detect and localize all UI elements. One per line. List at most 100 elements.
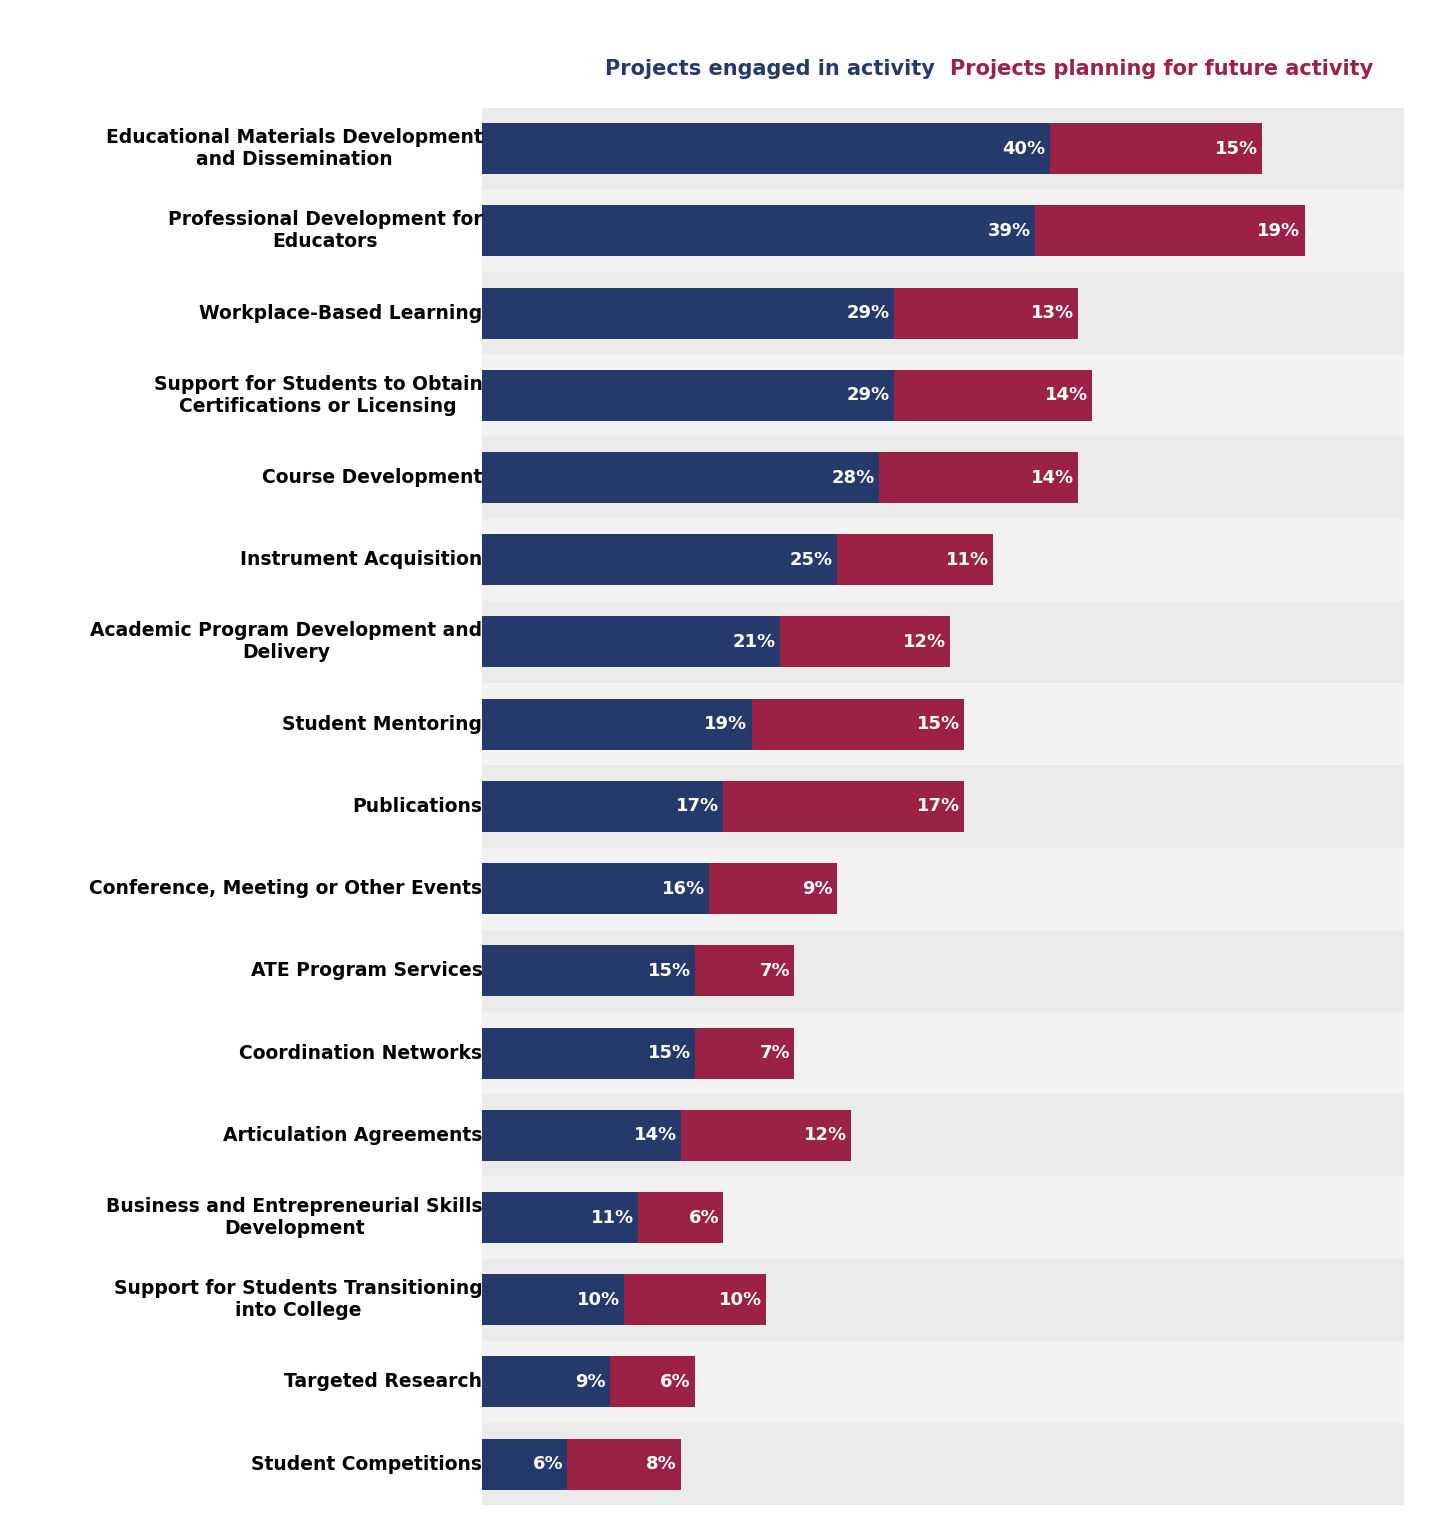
Text: 12%: 12% (903, 633, 946, 651)
Bar (894, 287, 1079, 338)
Text: Support for Students Transitioning
into College: Support for Students Transitioning into … (114, 1279, 482, 1321)
Bar (482, 272, 1404, 355)
Bar (482, 452, 880, 502)
Bar (482, 699, 752, 750)
Text: Projects planning for future activity: Projects planning for future activity (950, 58, 1374, 80)
Bar (880, 452, 1079, 502)
Bar (482, 848, 1404, 929)
Text: 11%: 11% (946, 551, 989, 568)
Bar (482, 1258, 1404, 1341)
Bar (482, 1439, 567, 1490)
Bar (710, 863, 837, 914)
Text: 11%: 11% (590, 1209, 634, 1227)
Text: 7%: 7% (759, 962, 791, 980)
Bar (482, 863, 710, 914)
Text: 17%: 17% (675, 797, 719, 816)
Bar (482, 1422, 1404, 1505)
Bar (482, 1356, 611, 1407)
Bar (482, 1177, 1404, 1258)
Bar (611, 1356, 696, 1407)
Text: 14%: 14% (634, 1126, 677, 1144)
Text: Student Mentoring: Student Mentoring (282, 714, 482, 734)
Text: 8%: 8% (647, 1455, 677, 1473)
Text: Instrument Acquisition: Instrument Acquisition (240, 550, 482, 570)
Bar (482, 1012, 1404, 1094)
Text: 15%: 15% (1215, 140, 1259, 158)
Bar (894, 370, 1092, 421)
Text: 16%: 16% (662, 880, 706, 897)
Text: Support for Students to Obtain
Certifications or Licensing: Support for Students to Obtain Certifica… (154, 375, 482, 416)
Bar (1050, 123, 1263, 174)
Text: Projects engaged in activity: Projects engaged in activity (605, 58, 935, 80)
Text: 6%: 6% (533, 1455, 563, 1473)
Bar (837, 535, 992, 585)
Text: 28%: 28% (832, 468, 876, 487)
Text: 10%: 10% (577, 1290, 621, 1309)
Bar (638, 1192, 723, 1243)
Bar (482, 684, 1404, 765)
Bar (723, 780, 965, 833)
Bar (752, 699, 965, 750)
Bar (482, 765, 1404, 848)
Bar (482, 108, 1404, 190)
Bar (482, 929, 1404, 1012)
Text: Articulation Agreements: Articulation Agreements (223, 1126, 482, 1144)
Bar (567, 1439, 681, 1490)
Bar (624, 1275, 766, 1326)
Text: 29%: 29% (847, 304, 890, 323)
Text: 14%: 14% (1031, 468, 1074, 487)
Bar (482, 1275, 624, 1326)
Text: 39%: 39% (988, 221, 1031, 240)
Bar (482, 616, 780, 668)
Bar (482, 1094, 1404, 1177)
Bar (482, 123, 1050, 174)
Text: 6%: 6% (688, 1209, 719, 1227)
Text: Educational Materials Development
and Dissemination: Educational Materials Development and Di… (105, 127, 482, 169)
Text: Conference, Meeting or Other Events: Conference, Meeting or Other Events (89, 879, 482, 899)
Bar (1035, 206, 1305, 257)
Bar (482, 1111, 681, 1161)
Bar (482, 601, 1404, 684)
Text: 29%: 29% (847, 386, 890, 404)
Text: 25%: 25% (789, 551, 832, 568)
Bar (482, 519, 1404, 601)
Text: 15%: 15% (648, 962, 691, 980)
Bar (696, 1028, 795, 1078)
Bar (482, 1341, 1404, 1422)
Text: 10%: 10% (719, 1290, 762, 1309)
Text: Academic Program Development and
Delivery: Academic Program Development and Deliver… (91, 622, 482, 662)
Text: 15%: 15% (917, 716, 960, 733)
Bar (482, 370, 894, 421)
Bar (482, 355, 1404, 436)
Bar (482, 206, 1035, 257)
Text: 7%: 7% (759, 1044, 791, 1061)
Text: Course Development: Course Development (262, 468, 482, 487)
Bar (482, 436, 1404, 519)
Text: 21%: 21% (733, 633, 776, 651)
Text: 40%: 40% (1002, 140, 1045, 158)
Text: Coordination Networks: Coordination Networks (239, 1043, 482, 1063)
Text: 6%: 6% (660, 1373, 691, 1392)
Bar (482, 780, 723, 833)
Text: 17%: 17% (917, 797, 960, 816)
Text: 9%: 9% (575, 1373, 606, 1392)
Bar (482, 287, 894, 338)
Text: 14%: 14% (1044, 386, 1087, 404)
Bar (696, 945, 795, 997)
Text: 19%: 19% (1257, 221, 1300, 240)
Bar (482, 1192, 638, 1243)
Bar (482, 945, 696, 997)
Bar (780, 616, 950, 668)
Text: Professional Development for
Educators: Professional Development for Educators (168, 210, 482, 252)
Text: 9%: 9% (802, 880, 832, 897)
Text: 19%: 19% (704, 716, 747, 733)
Text: Student Competitions: Student Competitions (252, 1455, 482, 1473)
Bar (681, 1111, 851, 1161)
Text: ATE Program Services: ATE Program Services (251, 962, 482, 980)
Text: 12%: 12% (804, 1126, 847, 1144)
Text: Targeted Research: Targeted Research (285, 1373, 482, 1392)
Bar (482, 535, 837, 585)
Bar (482, 190, 1404, 272)
Text: Business and Entrepreneurial Skills
Development: Business and Entrepreneurial Skills Deve… (105, 1197, 482, 1238)
Text: Workplace-Based Learning: Workplace-Based Learning (199, 304, 482, 323)
